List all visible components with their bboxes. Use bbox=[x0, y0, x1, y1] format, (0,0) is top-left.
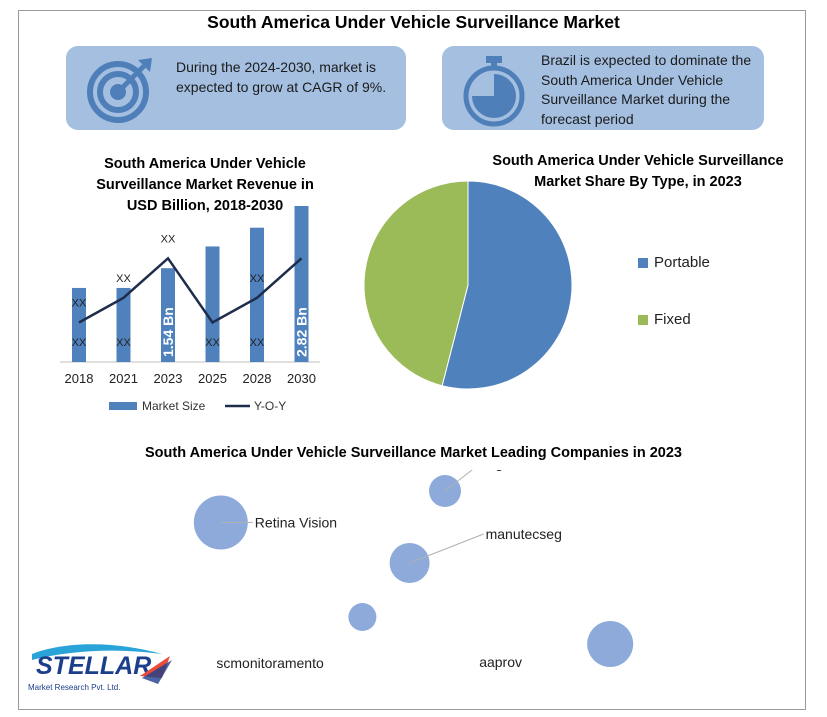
bar-chart-title: South America Under Vehicle Surveillance… bbox=[96, 156, 314, 214]
bar-2023 bbox=[161, 268, 175, 362]
legend-swatch-portable bbox=[638, 258, 648, 269]
target-icon bbox=[87, 58, 152, 123]
pie-legend-portable: Portable bbox=[638, 254, 710, 271]
legend-label-yoy: Y-O-Y bbox=[254, 399, 286, 413]
bar-2025 bbox=[205, 246, 220, 362]
logo-tagline: Market Research Pvt. Ltd. bbox=[28, 683, 120, 692]
bar-value-label: XX bbox=[250, 337, 265, 349]
x-tick-label: 2023 bbox=[154, 371, 183, 386]
type-share-pie-chart bbox=[363, 180, 573, 390]
stellar-logo: STELLAR Market Research Pvt. Ltd. bbox=[28, 644, 172, 692]
pie-legend-fixed: Fixed bbox=[638, 311, 691, 328]
leader-line bbox=[444, 470, 473, 492]
bubble-aaprov bbox=[587, 621, 634, 667]
bar-2021 bbox=[116, 287, 131, 362]
bar-2028 bbox=[250, 227, 264, 362]
cagr-info-text: During the 2024-2030, market is expected… bbox=[176, 59, 387, 95]
bar-value-label: XX bbox=[116, 337, 131, 349]
legend-label-fixed: Fixed bbox=[654, 311, 691, 328]
companies-chart-title: South America Under Vehicle Surveillance… bbox=[145, 445, 682, 461]
page-title: South America Under Vehicle Surveillance… bbox=[207, 12, 620, 32]
company-label-scmonitoramento: scmonitoramento bbox=[216, 655, 324, 671]
bubble-scmonitoramento bbox=[348, 603, 377, 631]
company-label-aaprov: aaprov bbox=[479, 654, 522, 670]
company-label-retina-vision: Retina Vision bbox=[255, 515, 337, 531]
x-tick-label: 2030 bbox=[287, 371, 316, 386]
yoy-point-label: XX bbox=[250, 273, 265, 285]
infographic-frame bbox=[18, 10, 806, 710]
logo-name: STELLAR bbox=[36, 652, 151, 680]
legend-label-market-size: Market Size bbox=[142, 399, 206, 413]
leader-line bbox=[409, 533, 484, 564]
stopwatch-icon bbox=[463, 56, 525, 127]
x-tick-label: 2028 bbox=[243, 371, 272, 386]
yoy-point-label: XX bbox=[116, 273, 131, 285]
yoy-point-label: XX bbox=[72, 298, 87, 310]
bar-2030 bbox=[294, 205, 309, 362]
revenue-bar-chart: XX 2018 XX XX 2021 XX 1.54 Bn 2023 XX XX 2025 XX 202… bbox=[60, 205, 320, 413]
legend-swatch-market-size bbox=[109, 402, 137, 410]
yoy-point-label: XX bbox=[161, 233, 176, 245]
brazil-info-text: Brazil is expected to dominate the South… bbox=[541, 52, 752, 127]
bar-2018 bbox=[72, 287, 86, 362]
legend-label-portable: Portable bbox=[654, 254, 710, 271]
companies-bubble-chart: Retina Vision Vigillare manutecseg scmonito… bbox=[193, 470, 634, 671]
x-tick-label: 2021 bbox=[109, 371, 138, 386]
bar-value-label: XX bbox=[205, 337, 220, 349]
pie-chart-title: South America Under Vehicle Surveillance… bbox=[492, 153, 784, 190]
yoy-series-line bbox=[78, 256, 303, 325]
bar-value-label: 1.54 Bn bbox=[160, 307, 176, 357]
company-label-manutecseg: manutecseg bbox=[486, 526, 562, 542]
bar-value-label: 2.82 Bn bbox=[294, 307, 310, 357]
company-label-vigillare: Vigillare bbox=[483, 470, 533, 471]
pie-slice-fixed bbox=[363, 180, 469, 387]
bar-value-label: XX bbox=[72, 337, 87, 349]
legend-swatch-fixed bbox=[638, 315, 648, 326]
x-tick-label: 2025 bbox=[198, 371, 227, 386]
pie-slice-portable bbox=[441, 180, 573, 390]
x-tick-label: 2018 bbox=[65, 371, 94, 386]
